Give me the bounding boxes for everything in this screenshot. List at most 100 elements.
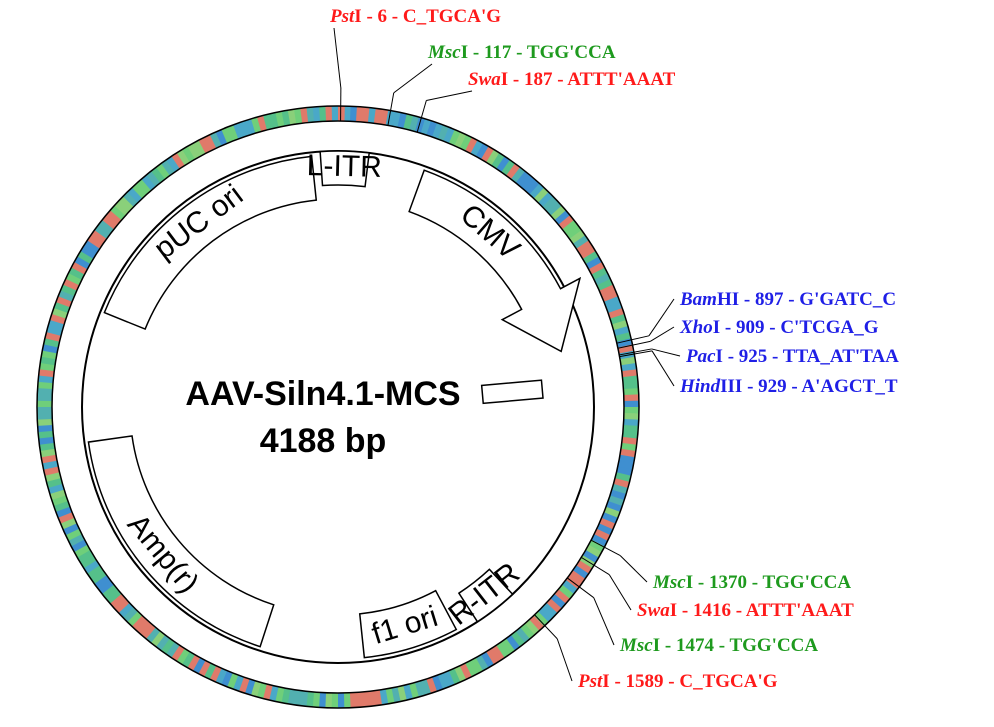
ring-stripe [569,230,586,245]
feature [457,568,514,623]
ring-stripe [215,129,228,146]
sequence-ring [36,105,640,709]
site-position: 909 [736,317,765,338]
site-label: PacI - 925 - TTA_AT'TAA [685,346,899,367]
ring-stripe [102,214,118,230]
ring-stripe [87,234,104,249]
ring-stripe [425,677,437,694]
ring-stripe [565,225,582,240]
ring-stripe [515,171,531,187]
ring-stripe [110,205,126,221]
separator: - [720,317,736,338]
ring-stripe [293,689,303,706]
separator: - [362,6,378,27]
ring-stripe [558,215,575,230]
site-sequence: TTA_AT'TAA [783,346,899,367]
ring-stripe [204,134,217,151]
ring-stripe [582,251,599,265]
ring-stripe [55,506,73,518]
site-leader [651,348,681,357]
site-sequence: TGG'CCA [762,572,851,593]
ring-stripe [622,424,639,433]
site-label: XhoI - 909 - C'TCGA_G [679,317,879,338]
ring-stripe [459,663,472,680]
ring-stripe [83,239,101,254]
ring-stripe [572,565,589,580]
ring-stripe [47,483,65,494]
ring-stripe [53,301,71,313]
ring-stripe [48,319,65,331]
ring-stripe [506,163,521,180]
ring-stripe [486,149,500,166]
ring-stripe [74,256,91,270]
ring-stripe [170,644,185,662]
ring-stripe [68,533,85,547]
ring-stripe [465,137,478,154]
ring-stripe [591,267,608,281]
ring-stripe [572,235,589,250]
ring-stripe [94,574,111,589]
site-tick [616,335,650,344]
ring-stripe [37,424,54,433]
ring-stripe [251,116,262,134]
ring-stripe [500,638,515,655]
site-leader [426,90,473,101]
enzyme-rest: I [354,6,361,27]
site-label: SwaI - 1416 - ATTT'AAAT [637,600,854,621]
site-tick [619,350,653,358]
ring-stripe [594,273,611,286]
ring-stripe [453,665,467,683]
ring-stripe [448,129,461,146]
ring-stripe [160,638,175,655]
ring-stripe [546,200,563,216]
ring-stripe [431,675,443,692]
ring-stripe [349,106,358,122]
ring-stripe [98,219,115,235]
ring-stripe [40,448,57,458]
ring-stripe [432,122,444,140]
ring-stripe [599,517,616,530]
ring-stripe [51,307,69,319]
ring-stripe [442,670,455,688]
site-sequence: ATTT'AAAT [567,69,675,90]
site-tick [581,556,610,576]
ring-stripe [609,489,627,501]
site-sequence: G'GATC_C [799,289,896,310]
site-label: BamHI - 897 - G'GATC_C [679,289,896,310]
enzyme-italic: Pst [329,6,355,27]
ring-stripe [65,528,82,541]
ring-stripe [621,436,638,446]
ring-stripe [312,106,321,123]
ring-stripe [361,691,370,707]
ring-stripe [459,134,473,152]
ring-stripe [623,400,639,408]
separator: - [610,671,626,692]
site-leader [619,555,648,583]
ring-stripe [437,672,449,690]
separator: - [664,671,680,692]
enzyme-italic: Hind [679,376,721,397]
ring-stripe [319,106,327,122]
ring-stripe [373,108,383,125]
enzyme-rest: I [713,317,720,338]
ring-stripe [582,550,599,564]
ring-stripe [533,611,549,627]
site-position: 117 [484,42,512,63]
ring-stripe [576,240,593,255]
ring-stripe [554,210,571,226]
ring-stripe [109,593,126,609]
ring-stripe [481,146,495,163]
ring-stripe [324,692,333,708]
enzyme-rest: III [720,376,742,397]
ring-stripe [187,142,201,160]
enzyme-italic: Xho [679,317,713,338]
site-leader [393,63,433,94]
site-sequence: TGG'CCA [527,42,616,63]
enzyme-italic: Pst [577,671,603,692]
ring-stripe [113,598,130,614]
ring-stripe [37,412,53,420]
separator: - [552,69,567,90]
enzyme-italic: Msc [427,42,461,63]
ring-stripe [131,615,147,631]
ring-stripe [426,120,438,138]
